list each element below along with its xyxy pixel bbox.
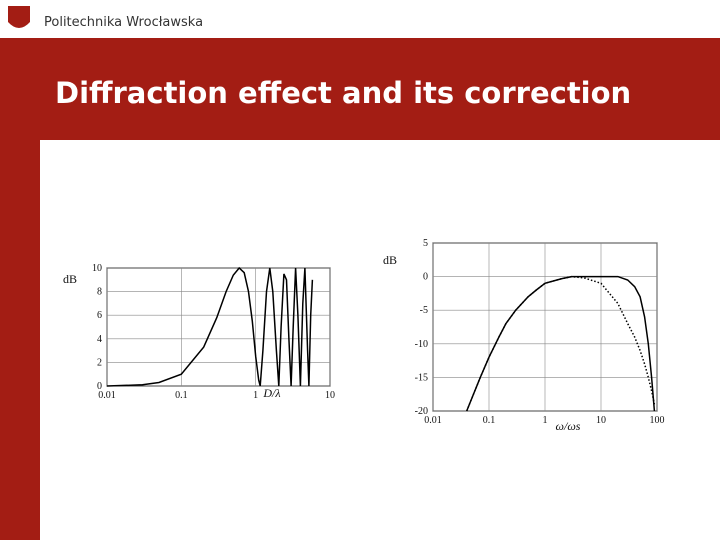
y-tick-label: 2 <box>97 357 102 368</box>
y-tick-label: -10 <box>415 339 428 350</box>
y-tick-label: 5 <box>423 238 428 249</box>
slide-title: Diffraction effect and its correction <box>55 76 631 110</box>
y-axis-label: dB <box>383 253 397 267</box>
side-band <box>0 38 40 540</box>
x-tick-label: 1 <box>543 415 548 426</box>
data-line <box>106 266 314 387</box>
y-tick-label: 0 <box>97 381 102 392</box>
x-tick-label: 0.1 <box>483 415 496 426</box>
y-tick-label: -15 <box>415 372 428 383</box>
x-axis-label: ω/ωs <box>556 419 581 433</box>
x-tick-label: 10 <box>596 415 606 426</box>
title-band <box>0 38 720 140</box>
x-tick-label: 100 <box>650 415 665 426</box>
y-tick-label: 8 <box>97 287 102 298</box>
y-tick-label: -5 <box>420 305 428 316</box>
x-axis-label: D/λ <box>262 386 280 400</box>
y-tick-label: 0 <box>423 272 428 283</box>
y-tick-label: 10 <box>92 263 102 274</box>
logo-text: Politechnika Wrocławska <box>44 15 203 30</box>
x-tick-label: 0.01 <box>424 415 442 426</box>
y-tick-label: 6 <box>97 310 102 321</box>
x-tick-label: 1 <box>253 390 258 401</box>
x-tick-label: 0.1 <box>175 390 188 401</box>
y-tick-label: -20 <box>415 406 428 417</box>
x-tick-label: 0.01 <box>98 390 116 401</box>
x-tick-label: 10 <box>325 390 335 401</box>
logo-emblem <box>8 6 30 28</box>
y-tick-label: 4 <box>97 334 102 345</box>
data-line <box>466 275 656 412</box>
y-axis-label: dB <box>63 272 77 286</box>
